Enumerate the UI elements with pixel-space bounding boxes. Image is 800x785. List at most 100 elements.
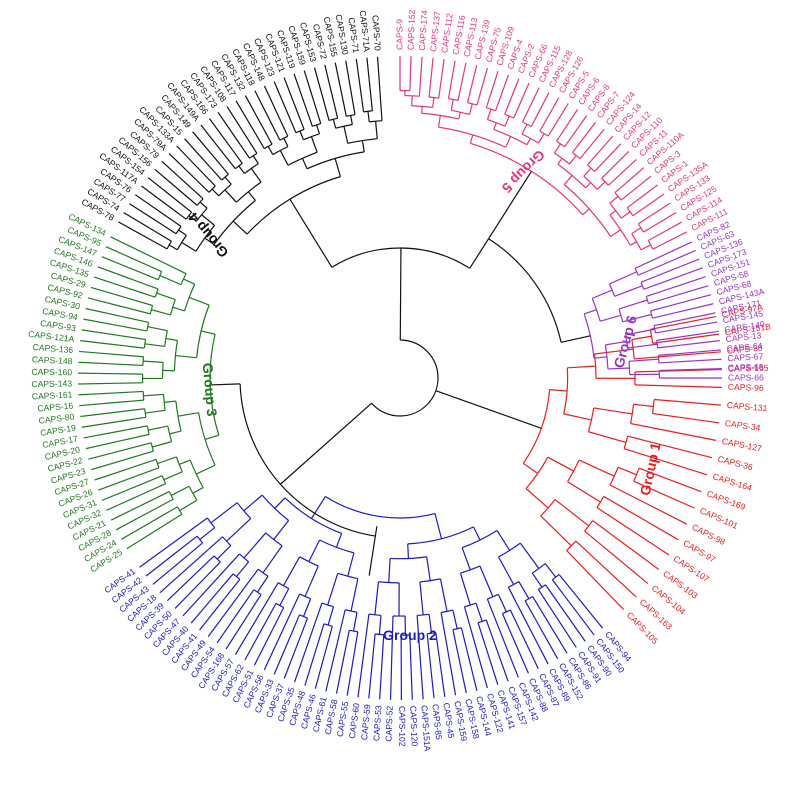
inner-branch	[652, 245, 659, 250]
inner-branch	[381, 634, 385, 660]
inner-branch	[147, 326, 168, 332]
leaf-branch	[559, 109, 579, 137]
inner-arc	[626, 207, 634, 217]
inner-branch	[614, 188, 620, 194]
leaf-branch	[141, 185, 173, 210]
inner-branch	[195, 464, 216, 475]
inner-arc	[175, 401, 182, 432]
inner-branch	[350, 578, 359, 612]
inner-branch	[273, 520, 290, 540]
leaf-branch	[478, 67, 488, 100]
leaf-branch	[515, 82, 530, 113]
leaf-branch	[664, 285, 709, 300]
inner-branch	[608, 180, 614, 186]
leaf-branch	[253, 629, 274, 666]
leaf-branch	[174, 579, 204, 609]
inner-branch	[497, 556, 515, 585]
inner-arc	[525, 456, 549, 489]
inner-branch	[199, 201, 208, 209]
inner-arc	[272, 146, 289, 156]
inner-branch	[118, 416, 146, 423]
leaf-branch	[637, 193, 665, 213]
leaf-branch	[602, 545, 649, 585]
leaf-branch	[355, 58, 362, 97]
inner-branch	[143, 491, 170, 505]
leaf-branch	[582, 567, 625, 611]
inner-branch	[115, 390, 144, 394]
inner-arc	[222, 536, 232, 546]
inner-branch	[181, 241, 197, 252]
leaf-label: CAPS-120	[408, 706, 420, 747]
leaf-branch	[134, 194, 168, 218]
inner-branch	[119, 425, 148, 432]
inner-arc	[234, 162, 243, 170]
inner-branch	[627, 435, 653, 444]
inner-arc	[645, 296, 650, 304]
inner-arc	[161, 475, 167, 484]
leaf-branch	[357, 632, 368, 698]
leaf-branch	[345, 60, 353, 99]
inner-branch	[551, 579, 570, 602]
inner-branch	[343, 630, 350, 655]
leaf-label: CAPS-164	[712, 471, 754, 493]
inner-branch	[204, 434, 219, 441]
inner-branch	[183, 278, 195, 285]
inner-branch	[224, 189, 237, 203]
leaf-branch	[438, 58, 445, 92]
leaf-branch	[200, 124, 226, 156]
inner-branch	[324, 104, 330, 121]
leaf-label: CAPS-85	[430, 704, 444, 741]
inner-branch	[476, 99, 480, 106]
inner-arc	[142, 391, 145, 401]
inner-arc	[427, 632, 436, 635]
inner-branch	[486, 109, 492, 120]
inner-branch	[165, 337, 178, 342]
inner-arc	[246, 176, 341, 235]
inner-branch	[437, 115, 441, 128]
inner-branch	[207, 536, 223, 550]
inner-arc	[583, 313, 595, 359]
inner-branch	[632, 211, 639, 217]
inner-branch	[631, 335, 652, 341]
inner-branch	[495, 104, 499, 112]
inner-branch	[426, 633, 431, 659]
root-branch	[210, 383, 241, 386]
leaf-branch	[661, 276, 706, 292]
inner-branch	[596, 181, 606, 190]
leaf-label: CAPS-36	[717, 454, 754, 473]
inner-branch	[538, 133, 545, 144]
inner-branch	[135, 475, 163, 487]
inner-arc	[421, 112, 459, 120]
inner-branch	[610, 229, 622, 237]
inner-branch	[152, 506, 178, 522]
root-branch	[368, 526, 378, 576]
inner-branch	[151, 309, 171, 316]
inner-branch	[161, 224, 177, 235]
leaf-label: CAPS-38	[726, 343, 763, 356]
inner-branch	[592, 289, 613, 299]
inner-branch	[587, 159, 592, 166]
inner-branch	[204, 237, 215, 246]
inner-branch	[638, 467, 664, 478]
inner-branch	[634, 356, 655, 360]
inner-branch	[537, 589, 554, 613]
inner-branch	[416, 615, 420, 635]
leaf-branch	[105, 246, 139, 262]
inner-branch	[178, 229, 187, 236]
leaf-branch	[625, 508, 679, 541]
inner-branch	[656, 337, 674, 341]
leaf-branch	[273, 637, 291, 675]
leaf-label: CAPS-165	[728, 363, 769, 374]
inner-branch	[216, 573, 234, 593]
inner-arc	[640, 282, 645, 290]
inner-branch	[256, 575, 269, 593]
leaf-branch	[168, 153, 198, 181]
inner-arc	[604, 344, 609, 369]
inner-branch	[175, 354, 197, 359]
inner-branch	[578, 459, 615, 477]
leaf-branch	[652, 442, 713, 459]
inner-branch	[554, 499, 590, 527]
leaf-branch	[648, 211, 677, 230]
inner-branch	[183, 193, 198, 206]
inner-arc	[609, 202, 622, 219]
